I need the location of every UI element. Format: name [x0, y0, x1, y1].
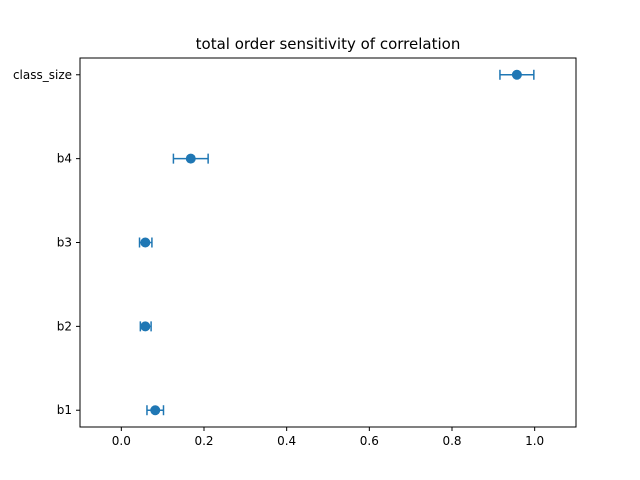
data-point — [150, 405, 161, 416]
data-point — [185, 153, 196, 164]
y-axis: b1 b2 b3 b4 class_size — [13, 68, 80, 417]
x-tick-label: 0.0 — [112, 434, 131, 448]
chart-title: total order sensitivity of correlation — [196, 35, 461, 53]
x-tick-label: 0.6 — [360, 434, 379, 448]
data-point — [140, 237, 151, 248]
plot-frame — [79, 57, 577, 428]
x-axis: 0.0 0.2 0.4 0.6 0.8 1.0 — [112, 427, 544, 448]
y-tick-label: b4 — [57, 152, 72, 166]
y-tick-label: b3 — [57, 236, 72, 250]
y-tick-label: class_size — [13, 68, 72, 82]
plot-area — [138, 69, 535, 416]
y-tick-label: b1 — [57, 403, 72, 417]
x-tick-label: 0.2 — [194, 434, 213, 448]
data-point — [511, 69, 522, 80]
x-tick-label: 0.8 — [442, 434, 461, 448]
x-tick-label: 0.4 — [277, 434, 296, 448]
data-point — [140, 321, 151, 332]
y-tick-label: b2 — [57, 319, 72, 333]
x-tick-label: 1.0 — [525, 434, 544, 448]
